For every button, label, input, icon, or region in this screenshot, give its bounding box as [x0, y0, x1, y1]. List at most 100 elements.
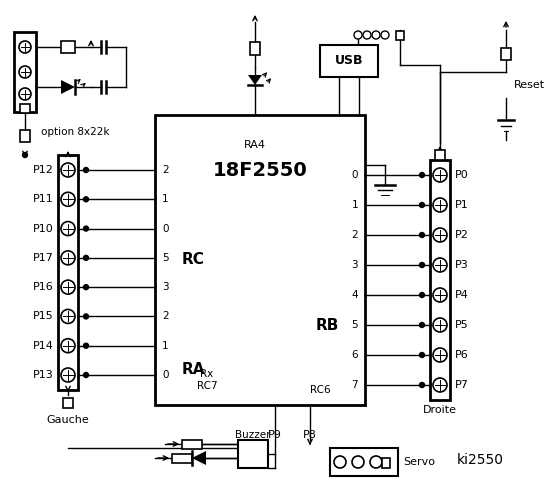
Circle shape: [23, 153, 28, 157]
Text: 2: 2: [162, 165, 169, 175]
Text: P17: P17: [33, 253, 54, 263]
Text: RB: RB: [315, 317, 338, 333]
Bar: [330, 448, 398, 476]
Circle shape: [354, 31, 362, 39]
Circle shape: [381, 31, 389, 39]
Text: P1: P1: [455, 200, 469, 210]
Text: 2: 2: [162, 312, 169, 322]
Circle shape: [433, 288, 447, 302]
Text: P14: P14: [33, 341, 54, 351]
Text: P7: P7: [455, 380, 469, 390]
Polygon shape: [192, 451, 206, 465]
Text: RC: RC: [181, 252, 205, 267]
Text: 7: 7: [351, 380, 358, 390]
Circle shape: [61, 222, 75, 236]
Text: ki2550: ki2550: [456, 453, 503, 467]
Text: 0: 0: [162, 224, 169, 234]
Text: P9: P9: [268, 430, 282, 440]
Text: 1: 1: [162, 194, 169, 204]
Bar: [63, 398, 73, 408]
Circle shape: [420, 203, 425, 207]
Text: 4: 4: [351, 290, 358, 300]
Text: P12: P12: [33, 165, 54, 175]
Bar: [182, 440, 202, 449]
Text: P8: P8: [303, 430, 317, 440]
Text: Gauche: Gauche: [46, 415, 90, 425]
Text: P2: P2: [455, 230, 469, 240]
Circle shape: [61, 368, 75, 382]
Bar: [58, 155, 78, 390]
Bar: [155, 115, 365, 405]
Circle shape: [420, 383, 425, 387]
Text: 2: 2: [351, 230, 358, 240]
Bar: [14, 32, 36, 112]
Text: 1: 1: [351, 200, 358, 210]
Circle shape: [84, 255, 88, 260]
Circle shape: [84, 314, 88, 319]
Bar: [430, 160, 450, 400]
Circle shape: [352, 456, 364, 468]
Text: 3: 3: [162, 282, 169, 292]
Circle shape: [363, 31, 371, 39]
Text: P15: P15: [33, 312, 54, 322]
Text: RC6: RC6: [310, 385, 330, 395]
Text: P6: P6: [455, 350, 469, 360]
Circle shape: [420, 232, 425, 238]
Circle shape: [334, 456, 346, 468]
Bar: [20, 130, 30, 142]
Bar: [382, 458, 390, 468]
Text: Droite: Droite: [423, 405, 457, 415]
Text: Buzzer: Buzzer: [235, 430, 271, 440]
Circle shape: [84, 343, 88, 348]
Bar: [320, 45, 378, 77]
Text: Reset: Reset: [514, 80, 545, 90]
Bar: [396, 31, 404, 40]
Text: P4: P4: [455, 290, 469, 300]
Circle shape: [370, 456, 382, 468]
Polygon shape: [61, 80, 75, 94]
Circle shape: [84, 372, 88, 377]
Circle shape: [433, 258, 447, 272]
Text: option 8x22k: option 8x22k: [41, 127, 109, 137]
Text: RA4: RA4: [244, 140, 266, 150]
Bar: [61, 41, 75, 53]
Bar: [435, 150, 445, 160]
Circle shape: [61, 251, 75, 265]
Text: P13: P13: [33, 370, 54, 380]
Circle shape: [19, 41, 31, 53]
Circle shape: [420, 352, 425, 358]
Polygon shape: [248, 75, 262, 85]
Circle shape: [61, 310, 75, 324]
Circle shape: [420, 172, 425, 178]
Bar: [250, 42, 260, 55]
Circle shape: [433, 168, 447, 182]
Circle shape: [61, 339, 75, 353]
Circle shape: [420, 263, 425, 267]
Text: P11: P11: [33, 194, 54, 204]
Text: Rx
RC7: Rx RC7: [197, 369, 217, 391]
Circle shape: [84, 285, 88, 289]
Text: 6: 6: [351, 350, 358, 360]
Text: Servo: Servo: [403, 457, 435, 467]
Circle shape: [61, 192, 75, 206]
Text: RA: RA: [181, 362, 205, 377]
Circle shape: [84, 226, 88, 231]
Text: USB: USB: [335, 55, 363, 68]
Text: 18F2550: 18F2550: [212, 160, 307, 180]
Circle shape: [420, 292, 425, 298]
Text: 1: 1: [162, 341, 169, 351]
Circle shape: [420, 323, 425, 327]
Circle shape: [84, 168, 88, 172]
Text: 5: 5: [162, 253, 169, 263]
Bar: [172, 454, 192, 463]
Text: P5: P5: [455, 320, 469, 330]
Text: P0: P0: [455, 170, 469, 180]
Circle shape: [84, 197, 88, 202]
Circle shape: [372, 31, 380, 39]
Text: 0: 0: [162, 370, 169, 380]
Circle shape: [433, 348, 447, 362]
Text: 0: 0: [352, 170, 358, 180]
Text: P10: P10: [33, 224, 54, 234]
Circle shape: [433, 318, 447, 332]
Text: 3: 3: [351, 260, 358, 270]
